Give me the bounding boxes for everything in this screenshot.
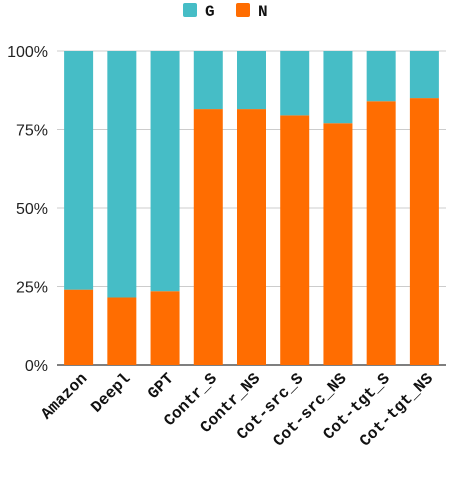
y-tick-label: 75%	[16, 123, 48, 140]
bar-G-Cot-src_NS	[323, 51, 353, 124]
bar-N-Cot-src_NS	[323, 123, 353, 365]
legend-label-G: G	[205, 3, 215, 21]
legend-swatch-N	[236, 3, 250, 17]
legend-label-N: N	[258, 3, 268, 21]
bar-N-GPT	[150, 291, 180, 365]
y-axis: 0% 25% 50% 75% 100%	[7, 44, 48, 375]
bar-N-Cot-tgt_NS	[409, 98, 439, 365]
bar-G-Contr_S	[193, 51, 223, 110]
bar-N-Cot-src_S	[280, 115, 310, 366]
bar-G-Deepl	[107, 51, 137, 298]
bar-N-Amazon	[64, 289, 94, 365]
y-tick-label: 100%	[7, 44, 48, 61]
bar-N-Deepl	[107, 297, 137, 365]
legend-swatch-G	[183, 3, 197, 17]
bar-G-Contr_NS	[237, 51, 266, 110]
y-tick-label: 0%	[25, 358, 48, 375]
bar-G-Cot-tgt_NS	[409, 51, 439, 99]
x-tick-label: Deepl	[88, 370, 135, 417]
bar-G-Amazon	[64, 51, 94, 290]
bar-N-Contr_NS	[237, 109, 266, 365]
x-tick-label: Amazon	[38, 370, 91, 423]
y-tick-label: 50%	[16, 201, 48, 218]
bars	[64, 51, 439, 366]
bar-N-Contr_S	[193, 109, 223, 365]
y-tick-label: 25%	[16, 280, 48, 297]
x-tick-label: GPT	[144, 370, 177, 403]
bar-N-Cot-tgt_S	[366, 101, 396, 366]
bar-G-Cot-tgt_S	[366, 51, 396, 102]
bar-G-Cot-src_S	[280, 51, 310, 116]
bar-G-GPT	[150, 51, 180, 292]
